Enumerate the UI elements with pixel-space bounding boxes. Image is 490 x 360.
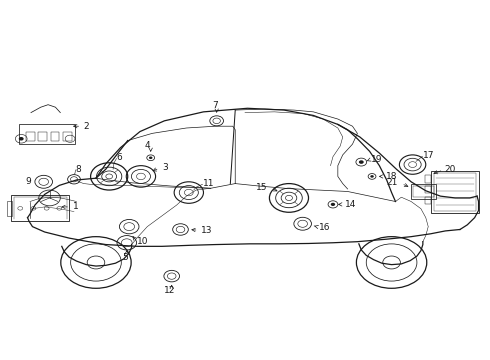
Text: 13: 13	[201, 226, 213, 235]
Text: 17: 17	[423, 151, 435, 160]
Text: 2: 2	[84, 122, 89, 131]
Text: 3: 3	[162, 163, 168, 172]
Text: 8: 8	[75, 165, 81, 174]
Bar	[434, 173, 476, 211]
Text: 4: 4	[145, 141, 150, 150]
Bar	[63, 132, 72, 140]
Text: 20: 20	[444, 166, 456, 175]
Text: 7: 7	[212, 101, 218, 110]
Circle shape	[149, 157, 152, 159]
Text: 18: 18	[386, 172, 397, 181]
Bar	[411, 184, 436, 199]
Circle shape	[370, 175, 374, 178]
Bar	[431, 171, 479, 213]
Text: 10: 10	[137, 237, 148, 246]
Text: 12: 12	[164, 286, 175, 295]
Bar	[425, 186, 431, 193]
Text: 21: 21	[386, 178, 397, 187]
Bar	[26, 132, 35, 140]
Text: 6: 6	[117, 153, 122, 162]
Bar	[19, 123, 75, 144]
Text: 9: 9	[25, 177, 31, 186]
Bar	[50, 132, 59, 140]
Circle shape	[359, 160, 364, 164]
Circle shape	[331, 203, 335, 206]
Text: 16: 16	[319, 223, 331, 232]
Bar	[425, 175, 431, 183]
Bar	[38, 132, 47, 140]
Bar	[413, 186, 434, 197]
Text: 14: 14	[345, 200, 357, 209]
Text: 11: 11	[202, 179, 214, 188]
Bar	[425, 197, 431, 204]
Bar	[11, 195, 69, 221]
Text: 19: 19	[371, 155, 383, 164]
Text: 1: 1	[73, 202, 79, 211]
Circle shape	[19, 137, 24, 140]
Text: 15: 15	[255, 183, 267, 192]
Text: 5: 5	[122, 253, 128, 262]
Bar	[6, 201, 12, 216]
